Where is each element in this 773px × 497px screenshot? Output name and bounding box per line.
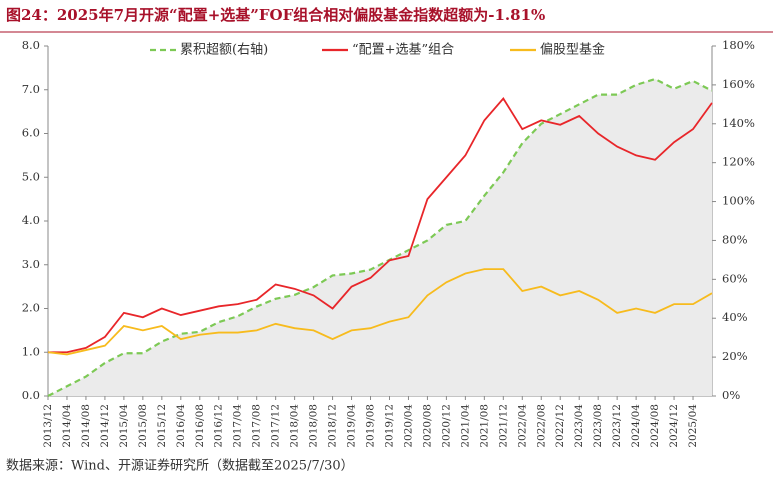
y-tick-label: 2.0: [22, 301, 40, 315]
y2-tick-label: 20%: [722, 349, 748, 363]
x-tick-label: 2013/12: [42, 404, 54, 448]
x-tick-label: 2020/08: [421, 404, 433, 448]
x-tick-label: 2015/12: [156, 404, 168, 448]
x-tick-label: 2016/04: [175, 404, 187, 448]
source-note: 数据来源：Wind、开源证券研究所（数据截至2025/7/30）: [6, 458, 354, 474]
y2-tick-label: 80%: [722, 232, 748, 246]
legend-label: 偏股型基金: [540, 42, 605, 58]
series-line: [47, 77, 713, 397]
x-tick-label: 2022/04: [516, 404, 528, 448]
y-tick-label: 7.0: [22, 82, 40, 96]
legend-label: 累积超额(右轴): [180, 43, 268, 58]
y-tick-label: 0.0: [22, 388, 40, 402]
y-tick-label: 6.0: [22, 126, 40, 140]
x-tick-label: 2024/08: [649, 404, 661, 448]
y-tick-label: 5.0: [22, 169, 40, 183]
y2-tick-label: 40%: [722, 310, 748, 324]
x-tick-label: 2015/08: [137, 404, 149, 448]
x-tick-label: 2016/12: [213, 404, 225, 448]
y2-tick-label: 60%: [722, 271, 748, 285]
x-tick-label: 2019/08: [365, 404, 377, 448]
x-tick-label: 2014/12: [99, 404, 111, 448]
x-tick-label: 2024/04: [630, 404, 642, 448]
y2-tick-label: 160%: [722, 77, 755, 91]
x-tick-label: 2021/08: [478, 404, 490, 448]
x-tick-label: 2018/04: [289, 404, 301, 448]
x-tick-label: 2023/08: [592, 404, 604, 448]
chart-title: 图24：2025年7月开源“配置+选基”FOF组合相对偏股基金指数超额为-1.8…: [6, 6, 545, 24]
y2-tick-label: 0%: [722, 388, 740, 402]
legend-label: “配置+选基”组合: [352, 43, 454, 58]
x-tick-label: 2019/04: [346, 404, 358, 448]
y-tick-label: 8.0: [22, 38, 40, 52]
y2-tick-label: 120%: [722, 155, 755, 169]
x-tick-label: 2017/08: [251, 404, 263, 448]
x-tick-label: 2023/04: [573, 404, 585, 448]
x-tick-label: 2015/04: [118, 404, 130, 448]
area: [48, 79, 712, 397]
x-tick-label: 2022/08: [535, 404, 547, 448]
y-tick-label: 4.0: [22, 213, 40, 227]
x-tick-label: 2025/04: [687, 404, 699, 448]
y-tick-label: 3.0: [22, 257, 40, 271]
y-tick-label: 1.0: [22, 344, 40, 358]
y2-tick-label: 100%: [722, 194, 755, 208]
x-tick-label: 2023/12: [611, 404, 623, 448]
x-tick-label: 2021/12: [497, 404, 509, 448]
series-line: [47, 268, 713, 356]
y2-tick-label: 140%: [722, 116, 755, 130]
x-tick-label: 2018/12: [327, 404, 339, 448]
x-tick-label: 2020/04: [402, 404, 414, 448]
x-tick-label: 2021/04: [459, 404, 471, 448]
x-tick-label: 2014/08: [80, 404, 92, 448]
x-tick-label: 2024/12: [668, 404, 680, 448]
x-tick-label: 2020/12: [440, 404, 452, 448]
x-tick-label: 2018/08: [308, 404, 320, 448]
x-tick-label: 2016/08: [194, 404, 206, 448]
x-tick-label: 2019/12: [383, 404, 395, 448]
x-tick-label: 2022/12: [554, 404, 566, 448]
x-tick-label: 2017/12: [270, 404, 282, 448]
series-line: [48, 96, 713, 354]
x-tick-label: 2014/04: [61, 404, 73, 448]
y2-tick-label: 180%: [722, 38, 755, 52]
x-tick-label: 2017/04: [232, 404, 244, 448]
